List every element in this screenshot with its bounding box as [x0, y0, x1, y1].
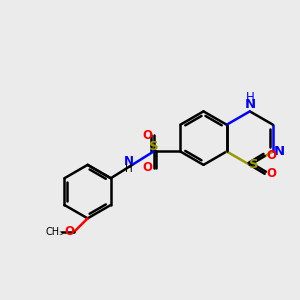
Text: O: O	[266, 149, 276, 162]
Text: H: H	[125, 164, 133, 174]
Text: S: S	[149, 140, 158, 153]
Text: O: O	[64, 225, 74, 238]
Text: N: N	[244, 98, 255, 111]
Text: O: O	[142, 161, 152, 174]
Text: S: S	[250, 158, 259, 171]
Text: H: H	[245, 92, 254, 104]
Text: O: O	[266, 167, 276, 180]
Text: N: N	[124, 155, 134, 168]
Text: N: N	[274, 145, 285, 158]
Text: CH₃: CH₃	[46, 227, 64, 237]
Text: O: O	[142, 129, 152, 142]
